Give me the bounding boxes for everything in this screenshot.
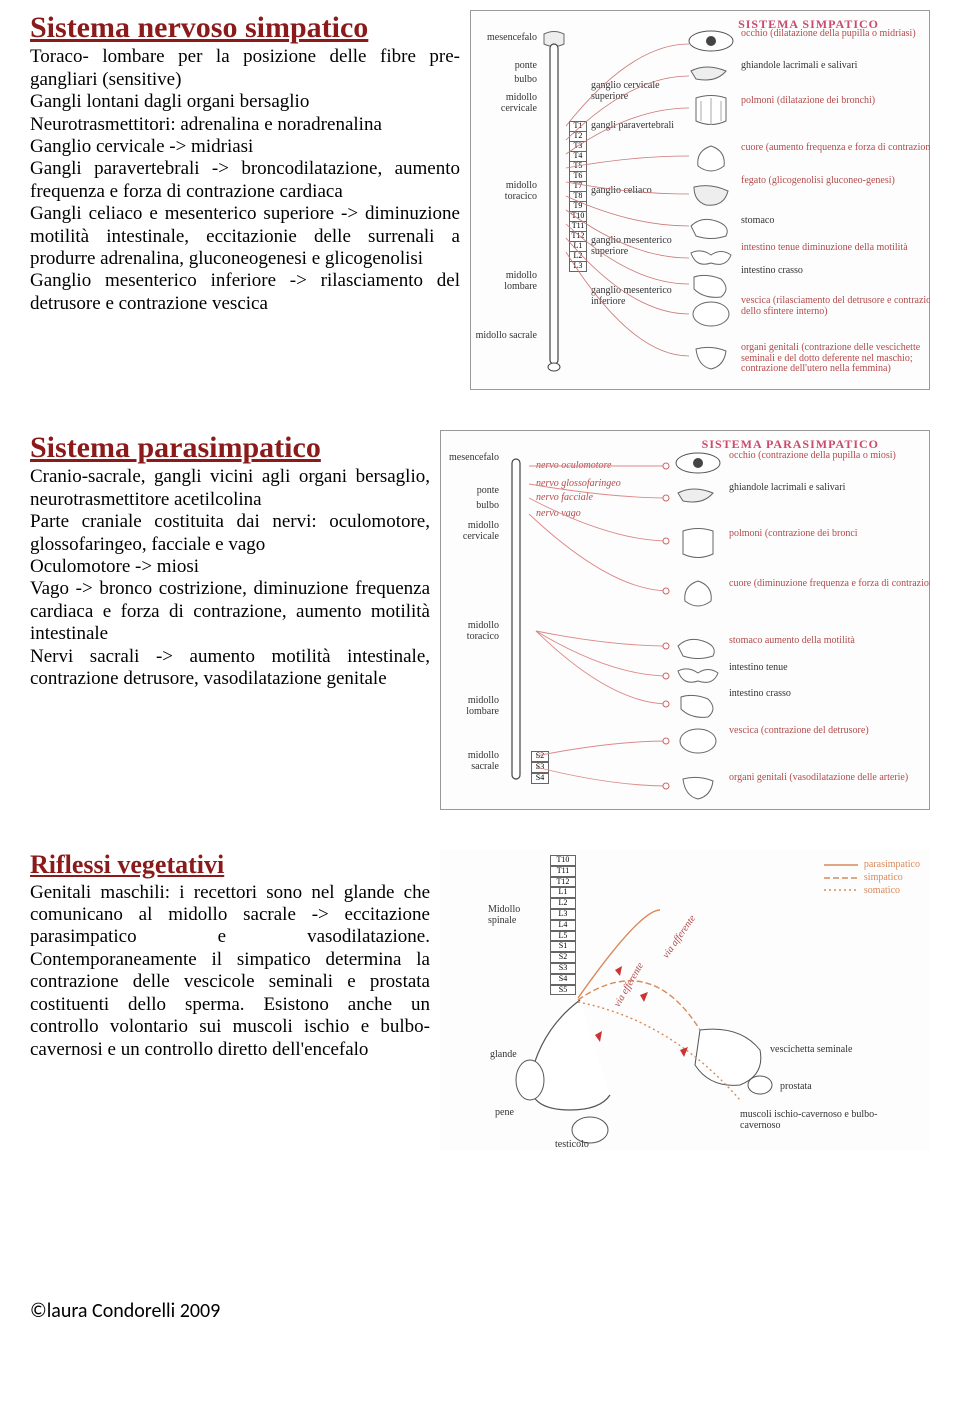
section-riflessi: Riflessi vegetativi Genitali maschili: i…	[30, 850, 930, 1150]
figure-column-simpatico: SISTEMA SIMPATICO mesencefalopontebulbom…	[470, 10, 930, 390]
organ-label: cuore (diminuzione frequenza e forza di …	[729, 579, 930, 590]
organ-label: fegato (glicogenolisi gluconeo-genesi)	[741, 176, 930, 187]
two-column-layout-2: Sistema parasimpatico Cranio-sacrale, ga…	[30, 430, 930, 810]
body-simpatico: Toraco- lombare per la posizione delle f…	[30, 46, 460, 315]
body-riflessi: Genitali maschili: i recettori sono nel …	[30, 882, 430, 1061]
organ-label: occhio (dilatazione della pupilla o midr…	[741, 29, 930, 40]
page-footer: ©laura Condorelli 2009	[30, 1300, 930, 1324]
figure-riflessi: T10T11T12L1L2L3L4L5S1S2S3S4S5Midollo spi…	[440, 850, 930, 1150]
organ-label: vescica (rilasciamento del detrusore e c…	[741, 296, 930, 317]
organ-label: organi genitali (vasodilatazione delle a…	[729, 773, 930, 784]
organ-sketch	[673, 526, 723, 561]
anatomy-label: vescichetta seminale	[770, 1045, 920, 1056]
anatomy-label: muscoli ischio-cavernoso e bulbo-caverno…	[740, 1110, 890, 1131]
body-parasimpatico: Cranio-sacrale, gangli vicini agli organ…	[30, 466, 430, 690]
organ-label: intestino crasso	[741, 266, 930, 277]
organ-sketch	[673, 689, 723, 724]
anatomy-label: prostata	[780, 1082, 930, 1093]
organ-label: ghiandole lacrimali e salivari	[741, 61, 930, 72]
organ-label: polmoni (contrazione dei bronci	[729, 529, 930, 540]
anatomy-label: glande	[490, 1050, 640, 1061]
two-column-layout: Sistema nervoso simpatico Toraco- lombar…	[30, 10, 930, 390]
organ-sketch	[673, 451, 723, 486]
anatomy-label: testicolo	[555, 1140, 705, 1150]
organ-label: intestino crasso	[729, 689, 930, 700]
organ-label: occhio (contrazione della pupilla o mios…	[729, 451, 930, 462]
organ-sketch	[673, 483, 723, 518]
text-column-parasimpatico: Sistema parasimpatico Cranio-sacrale, ga…	[30, 430, 430, 690]
organ-label: organi genitali (contrazione delle vesci…	[741, 343, 930, 375]
organ-label: intestino tenue	[729, 663, 930, 674]
diagram-svg	[440, 850, 930, 1150]
figure-column-riflessi: T10T11T12L1L2L3L4L5S1S2S3S4S5Midollo spi…	[440, 850, 930, 1150]
section-parasimpatico: Sistema parasimpatico Cranio-sacrale, ga…	[30, 430, 930, 810]
heading-riflessi: Riflessi vegetativi	[30, 850, 224, 881]
organ-sketch	[673, 771, 723, 806]
heading-parasimpatico: Sistema parasimpatico	[30, 430, 321, 465]
figure-parasimpatico: SISTEMA PARASIMPATICO mesencefalopontebu…	[440, 430, 930, 810]
organ-sketch	[673, 726, 723, 761]
section-simpatico: Sistema nervoso simpatico Toraco- lombar…	[30, 10, 930, 390]
organ-label: stomaco aumento della motilità	[729, 636, 930, 647]
organ-label: intestino tenue diminuzione della motili…	[741, 243, 930, 254]
organ-label: ghiandole lacrimali e salivari	[729, 483, 930, 494]
two-column-layout-3: Riflessi vegetativi Genitali maschili: i…	[30, 850, 930, 1150]
organ-label: polmoni (dilatazione dei bronchi)	[741, 96, 930, 107]
organ-sketch	[673, 576, 723, 611]
text-column-simpatico: Sistema nervoso simpatico Toraco- lombar…	[30, 10, 460, 315]
figure-simpatico: SISTEMA SIMPATICO mesencefalopontebulbom…	[470, 10, 930, 390]
figure-column-parasimpatico: SISTEMA PARASIMPATICO mesencefalopontebu…	[440, 430, 930, 810]
organ-label: vescica (contrazione del detrusore)	[729, 726, 930, 737]
heading-simpatico: Sistema nervoso simpatico	[30, 10, 368, 45]
anatomy-label: pene	[495, 1108, 645, 1119]
organ-label: cuore (aumento frequenza e forza di cont…	[741, 143, 930, 154]
organ-label: stomaco	[741, 216, 930, 227]
text-column-riflessi: Riflessi vegetativi Genitali maschili: i…	[30, 850, 430, 1061]
